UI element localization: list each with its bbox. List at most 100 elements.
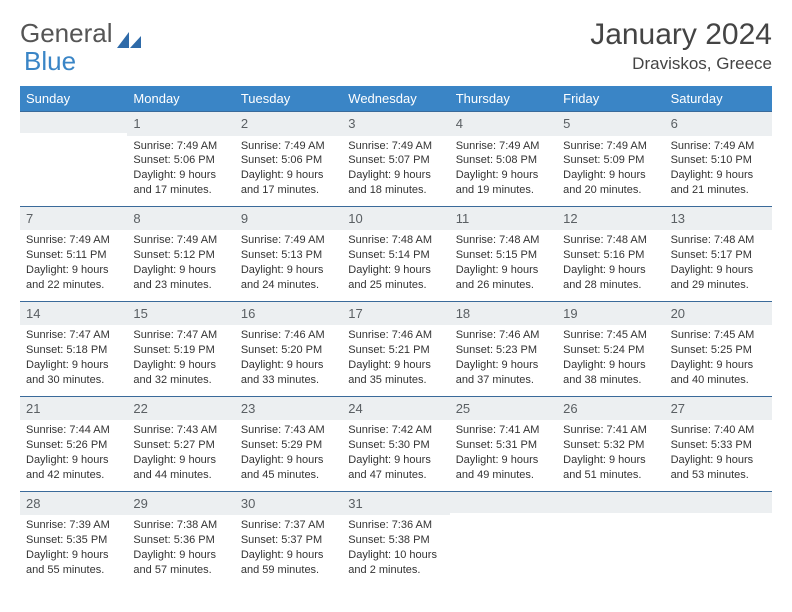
sunrise-text: Sunrise: 7:49 AM xyxy=(456,139,551,154)
day-number: 12 xyxy=(557,206,664,231)
sunrise-text: Sunrise: 7:42 AM xyxy=(348,423,443,438)
sunrise-text: Sunrise: 7:49 AM xyxy=(241,139,336,154)
sunrise-text: Sunrise: 7:48 AM xyxy=(563,233,658,248)
day-number: 22 xyxy=(127,396,234,421)
daylight-text-2: and 53 minutes. xyxy=(671,468,766,483)
day-cell: 25Sunrise: 7:41 AMSunset: 5:31 PMDayligh… xyxy=(450,396,557,491)
day-cell: 8Sunrise: 7:49 AMSunset: 5:12 PMDaylight… xyxy=(127,206,234,301)
daylight-text-1: Daylight: 9 hours xyxy=(241,548,336,563)
day-number: 26 xyxy=(557,396,664,421)
day-body: Sunrise: 7:48 AMSunset: 5:16 PMDaylight:… xyxy=(557,230,664,300)
daylight-text-1: Daylight: 9 hours xyxy=(456,453,551,468)
day-body: Sunrise: 7:49 AMSunset: 5:09 PMDaylight:… xyxy=(557,136,664,206)
day-number: 13 xyxy=(665,206,772,231)
daylight-text-1: Daylight: 9 hours xyxy=(133,453,228,468)
day-body: Sunrise: 7:48 AMSunset: 5:15 PMDaylight:… xyxy=(450,230,557,300)
daylight-text-1: Daylight: 9 hours xyxy=(26,358,121,373)
day-number: 15 xyxy=(127,301,234,326)
daylight-text-2: and 45 minutes. xyxy=(241,468,336,483)
daylight-text-1: Daylight: 9 hours xyxy=(348,263,443,278)
page-header: General January 2024 Draviskos, Greece xyxy=(20,18,772,74)
sunset-text: Sunset: 5:10 PM xyxy=(671,153,766,168)
sunset-text: Sunset: 5:37 PM xyxy=(241,533,336,548)
daylight-text-1: Daylight: 9 hours xyxy=(456,168,551,183)
day-cell: 30Sunrise: 7:37 AMSunset: 5:37 PMDayligh… xyxy=(235,491,342,586)
sunset-text: Sunset: 5:20 PM xyxy=(241,343,336,358)
day-body: Sunrise: 7:43 AMSunset: 5:27 PMDaylight:… xyxy=(127,420,234,490)
daylight-text-1: Daylight: 9 hours xyxy=(348,168,443,183)
sunset-text: Sunset: 5:14 PM xyxy=(348,248,443,263)
daylight-text-2: and 17 minutes. xyxy=(133,183,228,198)
daylight-text-1: Daylight: 9 hours xyxy=(456,263,551,278)
sunrise-text: Sunrise: 7:46 AM xyxy=(241,328,336,343)
day-body: Sunrise: 7:41 AMSunset: 5:32 PMDaylight:… xyxy=(557,420,664,490)
sunrise-text: Sunrise: 7:49 AM xyxy=(563,139,658,154)
title-block: January 2024 Draviskos, Greece xyxy=(590,18,772,74)
daylight-text-2: and 21 minutes. xyxy=(671,183,766,198)
day-number xyxy=(665,491,772,513)
daylight-text-1: Daylight: 10 hours xyxy=(348,548,443,563)
daylight-text-2: and 55 minutes. xyxy=(26,563,121,578)
daylight-text-2: and 40 minutes. xyxy=(671,373,766,388)
daylight-text-2: and 42 minutes. xyxy=(26,468,121,483)
week-row: 7Sunrise: 7:49 AMSunset: 5:11 PMDaylight… xyxy=(20,206,772,301)
week-row: 14Sunrise: 7:47 AMSunset: 5:18 PMDayligh… xyxy=(20,301,772,396)
day-number: 16 xyxy=(235,301,342,326)
daylight-text-2: and 44 minutes. xyxy=(133,468,228,483)
day-cell: 27Sunrise: 7:40 AMSunset: 5:33 PMDayligh… xyxy=(665,396,772,491)
sunrise-text: Sunrise: 7:48 AM xyxy=(456,233,551,248)
daylight-text-1: Daylight: 9 hours xyxy=(26,453,121,468)
day-number: 17 xyxy=(342,301,449,326)
day-cell: 26Sunrise: 7:41 AMSunset: 5:32 PMDayligh… xyxy=(557,396,664,491)
day-number: 11 xyxy=(450,206,557,231)
day-cell: 12Sunrise: 7:48 AMSunset: 5:16 PMDayligh… xyxy=(557,206,664,301)
sunrise-text: Sunrise: 7:46 AM xyxy=(348,328,443,343)
day-header-row: Sunday Monday Tuesday Wednesday Thursday… xyxy=(20,86,772,111)
sunrise-text: Sunrise: 7:40 AM xyxy=(671,423,766,438)
sunset-text: Sunset: 5:23 PM xyxy=(456,343,551,358)
day-number: 4 xyxy=(450,111,557,136)
daylight-text-1: Daylight: 9 hours xyxy=(563,263,658,278)
day-cell: 31Sunrise: 7:36 AMSunset: 5:38 PMDayligh… xyxy=(342,491,449,586)
day-body: Sunrise: 7:49 AMSunset: 5:12 PMDaylight:… xyxy=(127,230,234,300)
sunrise-text: Sunrise: 7:36 AM xyxy=(348,518,443,533)
day-cell: 13Sunrise: 7:48 AMSunset: 5:17 PMDayligh… xyxy=(665,206,772,301)
daylight-text-2: and 38 minutes. xyxy=(563,373,658,388)
day-cell: 4Sunrise: 7:49 AMSunset: 5:08 PMDaylight… xyxy=(450,111,557,206)
day-cell: 9Sunrise: 7:49 AMSunset: 5:13 PMDaylight… xyxy=(235,206,342,301)
day-body: Sunrise: 7:48 AMSunset: 5:14 PMDaylight:… xyxy=(342,230,449,300)
sunset-text: Sunset: 5:38 PM xyxy=(348,533,443,548)
sunset-text: Sunset: 5:35 PM xyxy=(26,533,121,548)
day-body: Sunrise: 7:49 AMSunset: 5:08 PMDaylight:… xyxy=(450,136,557,206)
day-body: Sunrise: 7:40 AMSunset: 5:33 PMDaylight:… xyxy=(665,420,772,490)
day-number: 23 xyxy=(235,396,342,421)
day-cell: 7Sunrise: 7:49 AMSunset: 5:11 PMDaylight… xyxy=(20,206,127,301)
daylight-text-2: and 29 minutes. xyxy=(671,278,766,293)
day-body: Sunrise: 7:37 AMSunset: 5:37 PMDaylight:… xyxy=(235,515,342,585)
day-header-tue: Tuesday xyxy=(235,86,342,111)
daylight-text-1: Daylight: 9 hours xyxy=(563,358,658,373)
week-row: 1Sunrise: 7:49 AMSunset: 5:06 PMDaylight… xyxy=(20,111,772,206)
day-number xyxy=(557,491,664,513)
sunrise-text: Sunrise: 7:48 AM xyxy=(348,233,443,248)
sunset-text: Sunset: 5:11 PM xyxy=(26,248,121,263)
day-number: 2 xyxy=(235,111,342,136)
day-body: Sunrise: 7:46 AMSunset: 5:20 PMDaylight:… xyxy=(235,325,342,395)
day-cell xyxy=(20,111,127,206)
day-body: Sunrise: 7:39 AMSunset: 5:35 PMDaylight:… xyxy=(20,515,127,585)
sunset-text: Sunset: 5:29 PM xyxy=(241,438,336,453)
day-number: 24 xyxy=(342,396,449,421)
day-number: 6 xyxy=(665,111,772,136)
sunset-text: Sunset: 5:24 PM xyxy=(563,343,658,358)
sunrise-text: Sunrise: 7:49 AM xyxy=(26,233,121,248)
day-cell xyxy=(557,491,664,586)
day-body xyxy=(557,513,664,567)
day-body xyxy=(20,133,127,187)
weeks-container: 1Sunrise: 7:49 AMSunset: 5:06 PMDaylight… xyxy=(20,111,772,586)
day-cell: 21Sunrise: 7:44 AMSunset: 5:26 PMDayligh… xyxy=(20,396,127,491)
daylight-text-2: and 37 minutes. xyxy=(456,373,551,388)
daylight-text-1: Daylight: 9 hours xyxy=(348,358,443,373)
daylight-text-1: Daylight: 9 hours xyxy=(241,358,336,373)
day-body: Sunrise: 7:47 AMSunset: 5:19 PMDaylight:… xyxy=(127,325,234,395)
day-number: 5 xyxy=(557,111,664,136)
